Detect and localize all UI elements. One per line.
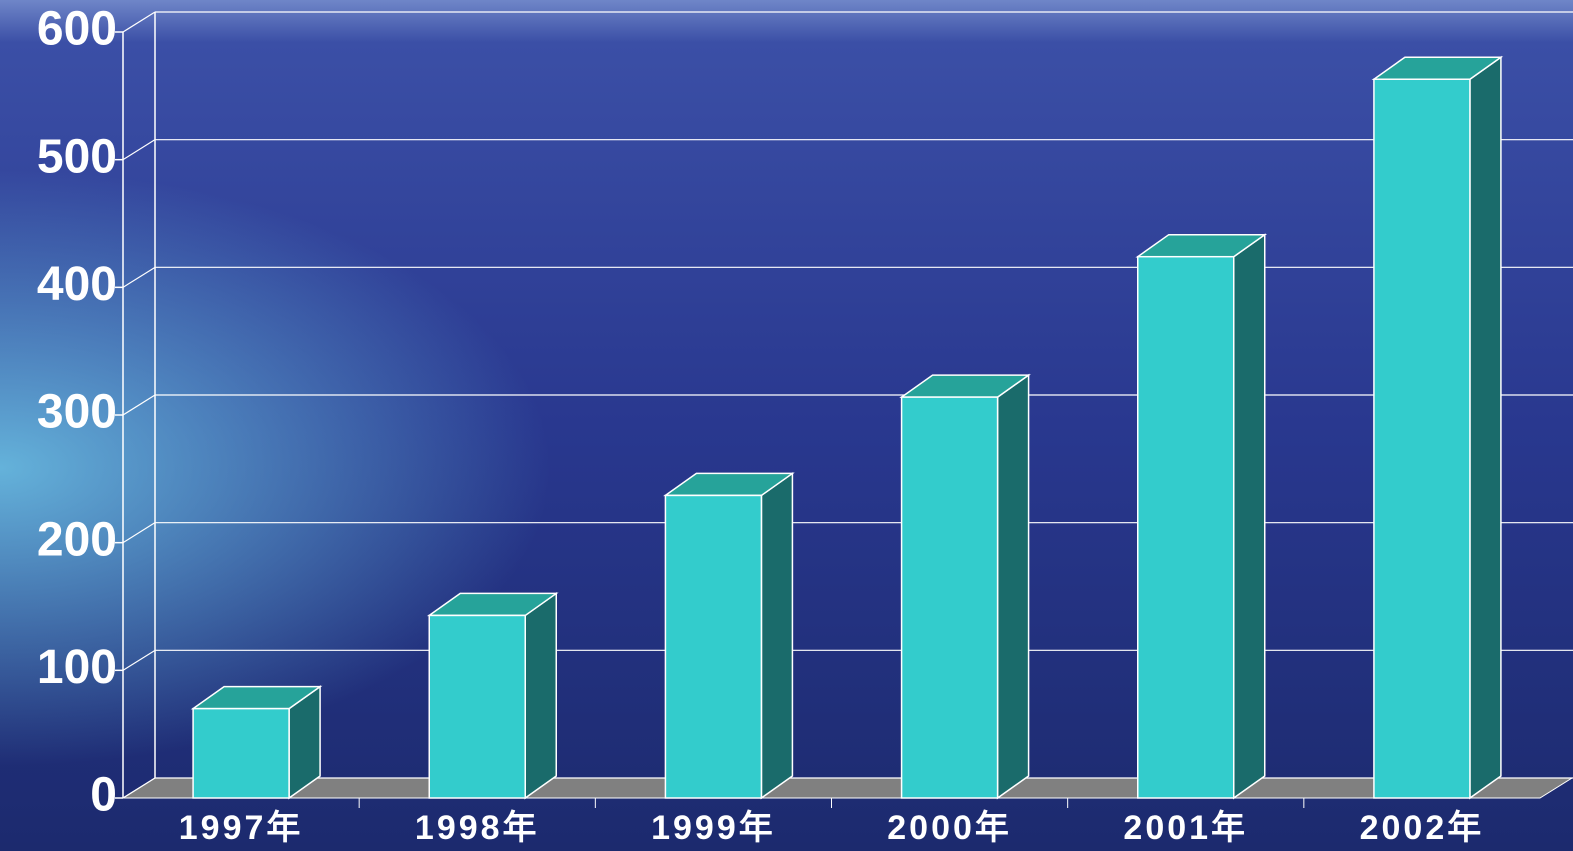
bar-front: [1137, 255, 1235, 799]
y-tick-label: 0: [90, 769, 117, 822]
y-tick-label: 200: [37, 513, 117, 566]
y-tick-label: 500: [37, 130, 117, 183]
y-tick-label: 600: [37, 3, 117, 56]
x-tick-label: 1998年: [415, 809, 540, 847]
bar-front: [664, 494, 763, 799]
y-tick-label: 400: [37, 258, 117, 311]
grid-line-side: [122, 649, 156, 671]
bar-side: [1469, 55, 1502, 800]
x-tick-label: 2000年: [887, 809, 1012, 847]
x-tick-label: 1999年: [651, 809, 776, 847]
bar: [663, 471, 795, 800]
bar-side: [1233, 233, 1266, 800]
grid-line-side: [122, 394, 156, 416]
x-tick-label: 2002年: [1360, 809, 1485, 847]
grid-line-side: [122, 266, 156, 288]
x-tick-label: 2001年: [1123, 809, 1248, 847]
bar: [1371, 55, 1504, 800]
bar-side: [760, 471, 794, 800]
grid-line: [115, 266, 1573, 289]
y-tick-label: 100: [37, 641, 117, 694]
floor: [121, 777, 1573, 799]
bar: [899, 373, 1031, 800]
bar: [1135, 233, 1268, 800]
bar-side: [996, 373, 1030, 800]
grid-line: [115, 777, 1573, 799]
bar-front: [428, 614, 526, 799]
grid-line: [115, 11, 1573, 33]
grid-line: [115, 394, 1573, 416]
bar-front: [1373, 78, 1471, 799]
grid-line-side: [122, 777, 156, 799]
bar: [190, 685, 323, 800]
grid-line-side: [122, 139, 156, 161]
grid-line: [115, 522, 1573, 544]
y-tick-label: 300: [37, 386, 117, 439]
bar-front: [900, 396, 999, 799]
grid-line: [115, 649, 1573, 672]
bar-side: [524, 591, 557, 800]
grid-line-side: [122, 522, 156, 544]
x-tick-label: 1997年: [179, 809, 304, 847]
bar: [426, 591, 559, 800]
grid-line: [115, 139, 1573, 161]
grid-line-side: [122, 11, 156, 33]
bar-front: [192, 707, 290, 799]
